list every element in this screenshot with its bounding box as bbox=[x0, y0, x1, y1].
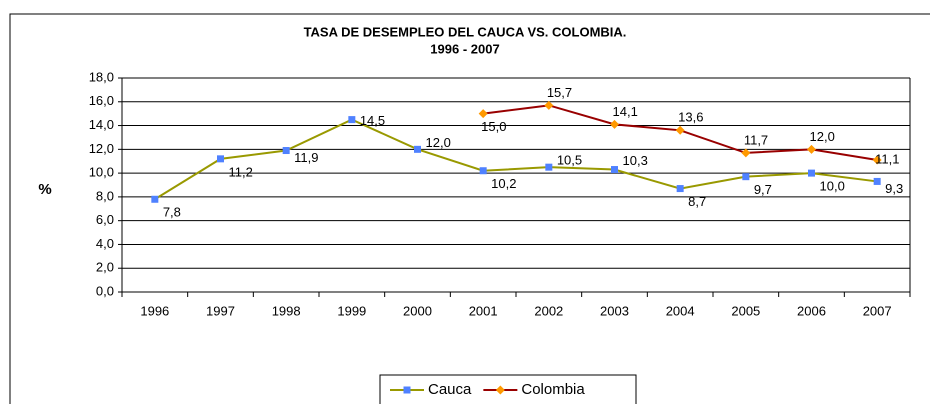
chart-title: TASA DE DESEMPLEO DEL CAUCA VS. COLOMBIA… bbox=[304, 24, 627, 39]
data-label: 10,3 bbox=[623, 153, 648, 168]
legend-marker bbox=[403, 386, 411, 394]
chart-subtitle: 1996 - 2007 bbox=[430, 41, 499, 56]
marker bbox=[545, 163, 553, 171]
legend-label: Colombia bbox=[521, 381, 585, 398]
x-tick-label: 2007 bbox=[863, 303, 892, 318]
marker bbox=[808, 169, 815, 177]
data-label: 12,0 bbox=[810, 129, 835, 144]
data-label: 10,2 bbox=[491, 176, 516, 191]
data-label: 10,0 bbox=[820, 179, 845, 194]
x-tick-label: 1998 bbox=[272, 303, 301, 318]
y-tick-label: 10,0 bbox=[89, 165, 114, 180]
y-tick-label: 12,0 bbox=[89, 141, 114, 156]
marker bbox=[873, 177, 881, 185]
legend-marker bbox=[495, 385, 505, 395]
marker bbox=[807, 144, 816, 154]
data-label: 10,5 bbox=[557, 153, 582, 168]
marker bbox=[676, 185, 684, 193]
marker bbox=[217, 155, 224, 163]
data-label: 9,3 bbox=[885, 181, 903, 196]
chart-border bbox=[9, 13, 930, 404]
data-label: 14,5 bbox=[360, 113, 385, 128]
data-label: 9,7 bbox=[754, 182, 772, 197]
marker bbox=[611, 166, 618, 174]
x-tick-label: 2001 bbox=[469, 303, 498, 318]
marker bbox=[741, 148, 751, 158]
marker bbox=[675, 125, 685, 135]
y-tick-label: 16,0 bbox=[89, 93, 114, 108]
data-label: 11,1 bbox=[875, 151, 899, 166]
x-tick-label: 2002 bbox=[534, 303, 563, 318]
x-tick-label: 1997 bbox=[206, 303, 235, 318]
series-line bbox=[154, 118, 878, 201]
data-label: 11,7 bbox=[744, 132, 768, 147]
data-label: 7,8 bbox=[163, 205, 181, 220]
x-tick-label: 2006 bbox=[797, 303, 826, 318]
marker bbox=[414, 145, 421, 153]
y-tick-label: 0,0 bbox=[96, 283, 114, 298]
x-tick-label: 2003 bbox=[600, 303, 629, 318]
y-tick-label: 6,0 bbox=[96, 212, 114, 227]
marker bbox=[544, 100, 554, 110]
data-label: 14,1 bbox=[613, 104, 638, 119]
y-tick-label: 18,0 bbox=[89, 69, 114, 84]
y-tick-label: 8,0 bbox=[96, 188, 114, 203]
marker bbox=[348, 116, 356, 124]
data-label: 13,6 bbox=[678, 110, 703, 125]
marker bbox=[742, 173, 750, 181]
y-axis-label: % bbox=[38, 181, 51, 198]
data-label: 15,0 bbox=[481, 119, 506, 134]
y-tick-label: 4,0 bbox=[96, 236, 114, 251]
marker bbox=[282, 147, 290, 155]
legend-label: Cauca bbox=[428, 381, 472, 398]
data-label: 8,7 bbox=[688, 194, 706, 209]
y-tick-label: 2,0 bbox=[96, 260, 114, 275]
marker bbox=[479, 167, 487, 175]
x-tick-label: 2000 bbox=[403, 303, 432, 318]
y-tick-label: 14,0 bbox=[89, 117, 114, 132]
data-label: 15,7 bbox=[547, 85, 572, 100]
x-tick-label: 1996 bbox=[140, 303, 169, 318]
x-tick-label: 2004 bbox=[666, 303, 695, 318]
x-tick-label: 1999 bbox=[337, 303, 366, 318]
data-label: 12,0 bbox=[426, 135, 451, 150]
data-label: 11,2 bbox=[229, 164, 253, 179]
marker bbox=[872, 155, 882, 165]
data-label: 11,9 bbox=[294, 150, 318, 165]
marker bbox=[151, 195, 159, 203]
x-tick-label: 2005 bbox=[731, 303, 760, 318]
marker bbox=[478, 109, 488, 119]
marker bbox=[610, 119, 619, 129]
